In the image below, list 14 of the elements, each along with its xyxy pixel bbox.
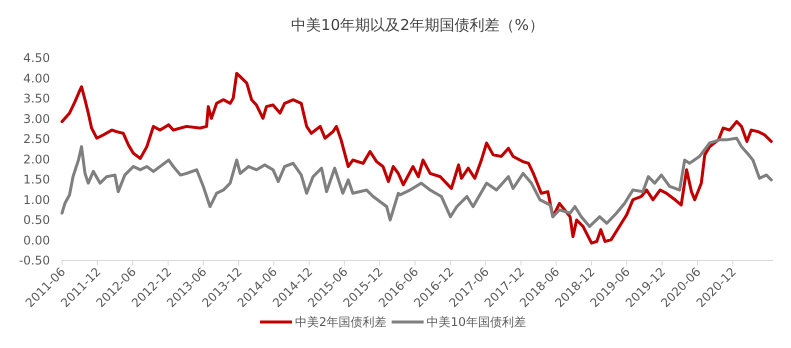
y-tick-label: 3.00 xyxy=(23,112,50,126)
legend-label: 中美10年国债利差 xyxy=(426,315,526,329)
y-tick-label: 0.50 xyxy=(23,213,50,227)
y-tick-label: 0.00 xyxy=(23,233,50,248)
y-tick-label: 1.00 xyxy=(23,192,50,207)
y-tick-label: 4.00 xyxy=(23,71,50,86)
y-tick-label: 1.50 xyxy=(23,172,50,186)
y-tick-label: 2.50 xyxy=(23,132,50,146)
y-tick-label: 3.50 xyxy=(23,92,50,106)
chart-title: 中美10年期以及2年期国债利差（%） xyxy=(291,16,544,34)
legend-label: 中美2年国债利差 xyxy=(295,315,387,329)
y-tick-label: 4.50 xyxy=(23,51,50,65)
y-tick-label: 2.00 xyxy=(23,152,50,166)
y-tick-label: -0.50 xyxy=(18,254,50,268)
